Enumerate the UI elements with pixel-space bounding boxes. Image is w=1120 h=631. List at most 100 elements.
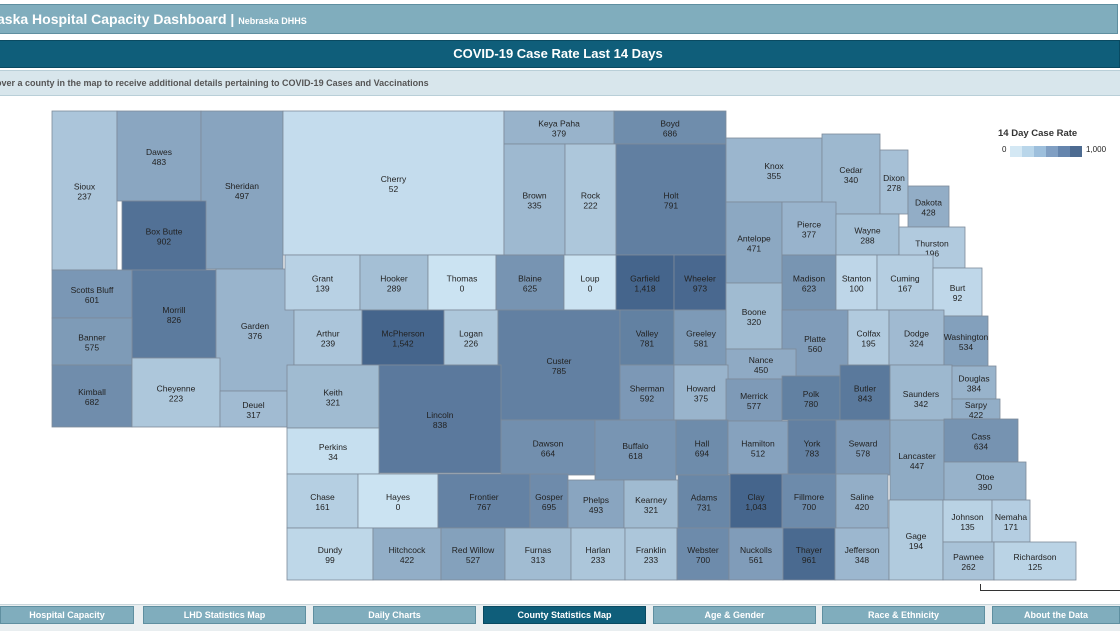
county-shape-saline[interactable] — [835, 473, 889, 529]
county-shape-johnson[interactable] — [942, 499, 993, 543]
county-shape-greeley[interactable] — [673, 309, 729, 366]
county-shape-franklin[interactable] — [624, 527, 678, 581]
county-shape-cherry[interactable] — [282, 110, 505, 256]
county-shape-holt[interactable] — [615, 143, 727, 256]
tab-county-statistics-map[interactable]: County Statistics Map — [483, 606, 646, 624]
county-shape-dawes[interactable] — [116, 110, 202, 202]
county-shape-hitchcock[interactable] — [372, 527, 442, 581]
county-shape-morrill[interactable] — [131, 269, 217, 359]
county-shape-cass[interactable] — [943, 418, 1019, 463]
county-shape-webster[interactable] — [676, 527, 730, 581]
county-shape-sherman[interactable] — [619, 364, 675, 421]
county-shape-dixon[interactable] — [879, 149, 909, 215]
county-shape-garden[interactable] — [215, 268, 295, 392]
county-shape-richardson[interactable] — [993, 541, 1077, 581]
county-shape-sioux[interactable] — [51, 110, 118, 271]
county-shape-grant[interactable] — [284, 254, 361, 311]
county-shape-harlan[interactable] — [570, 527, 626, 581]
county-shape-mcpherson[interactable] — [361, 309, 445, 366]
county-shape-thayer[interactable] — [782, 527, 836, 581]
county-shape-york[interactable] — [787, 419, 837, 476]
county-shape-cuming[interactable] — [876, 254, 934, 311]
tab-daily-charts[interactable]: Daily Charts — [313, 606, 476, 624]
county-shape-madison[interactable] — [781, 254, 837, 311]
county-shape-adams[interactable] — [677, 474, 731, 529]
tab-age-gender[interactable]: Age & Gender — [653, 606, 816, 624]
county-shape-lincoln[interactable] — [378, 364, 502, 474]
county-shape-furnas[interactable] — [504, 527, 572, 581]
county-shape-otoe[interactable] — [943, 461, 1027, 501]
county-shape-garfield[interactable] — [615, 254, 675, 311]
county-shape-dawson[interactable] — [500, 419, 596, 476]
county-shape-sheridan[interactable] — [200, 110, 284, 270]
county-shape-antelope[interactable] — [725, 201, 783, 284]
county-shape-wayne[interactable] — [835, 213, 900, 256]
county-shape-butler[interactable] — [839, 364, 891, 421]
county-shape-chase[interactable] — [286, 473, 359, 529]
county-shape-loup[interactable] — [563, 254, 617, 311]
county-shape-deuel[interactable] — [219, 390, 288, 428]
county-shape-washington[interactable] — [943, 315, 989, 367]
nebraska-county-map[interactable]: Sioux237Dawes483Sheridan497Cherry52Keya … — [0, 96, 1120, 600]
tab-lhd-statistics-map[interactable]: LHD Statistics Map — [143, 606, 306, 624]
